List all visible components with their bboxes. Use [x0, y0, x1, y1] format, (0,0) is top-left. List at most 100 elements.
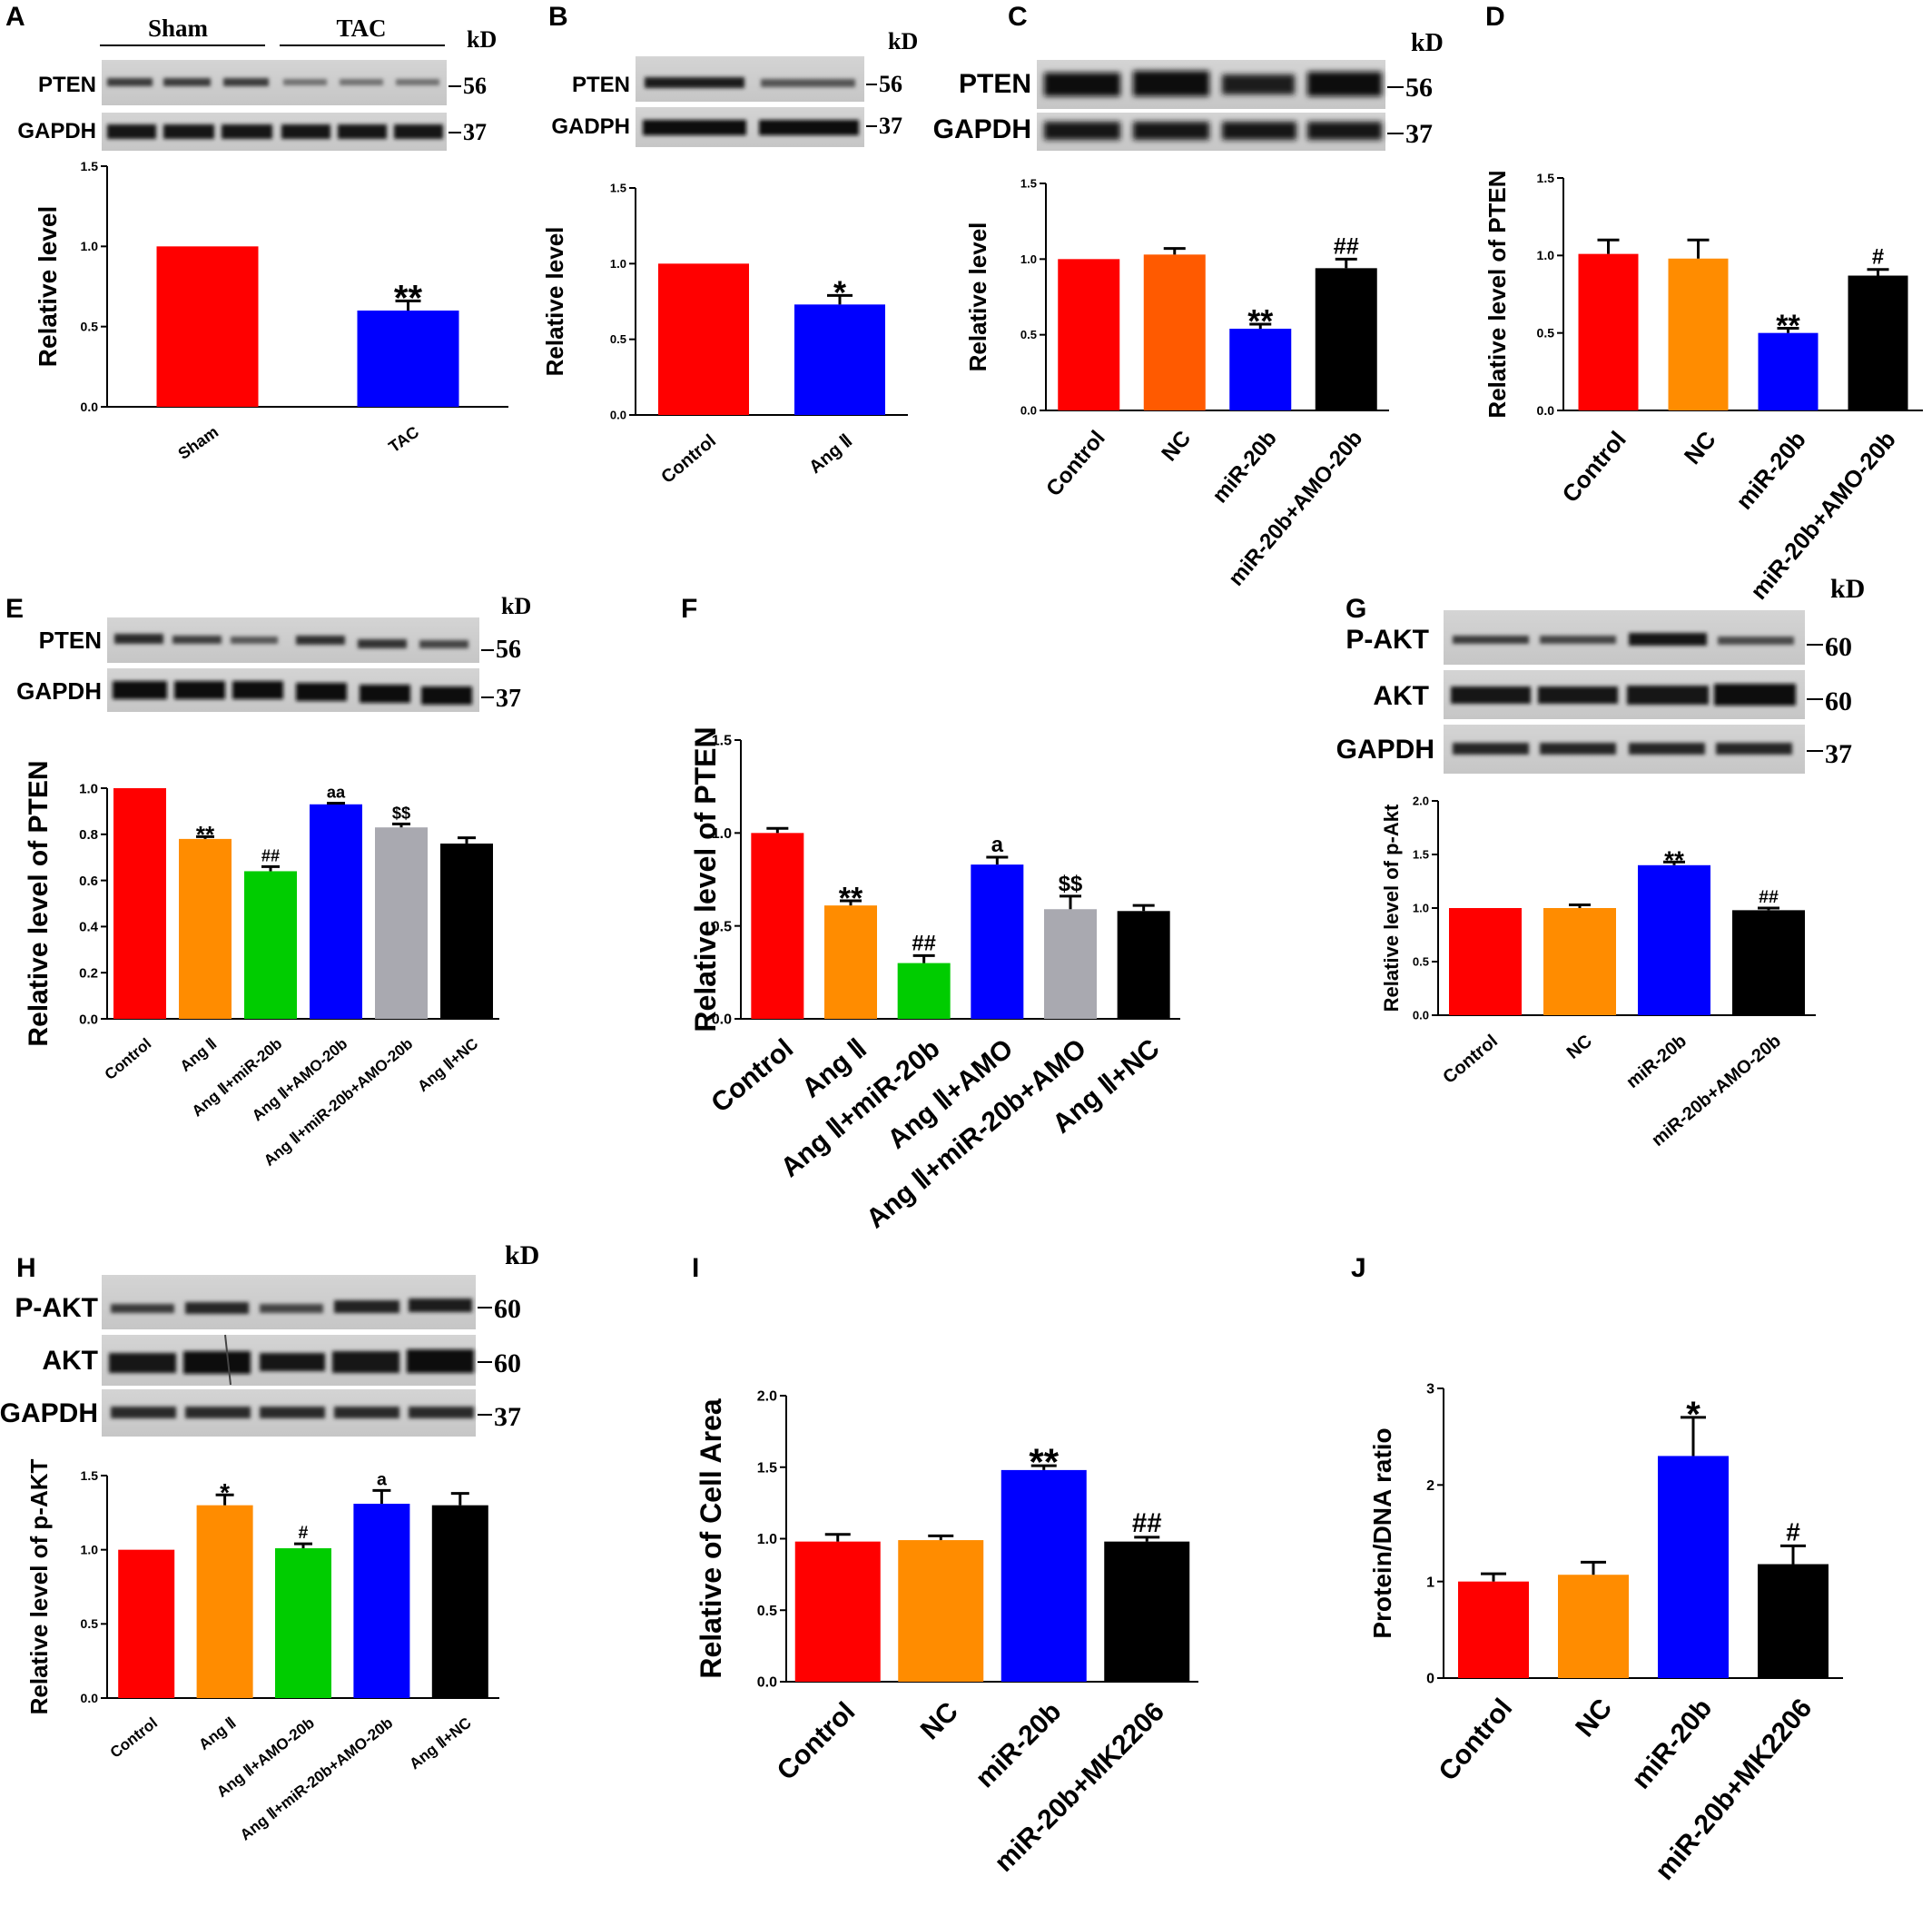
chart-i: 0.0 0.5 1.0 1.5 2.0 Relative of Cell Area Cont… — [695, 1389, 1198, 1878]
kd-label-a: kD — [467, 26, 497, 53]
blot-c-bands — [1044, 71, 1382, 140]
chart-j-y-axis-label: Protein/DNA ratio — [1368, 1427, 1396, 1638]
panel-label-e: E — [5, 594, 24, 624]
chart-j-x-tick-label: NC — [1570, 1694, 1618, 1743]
chart-e-significance-label: ## — [261, 846, 280, 864]
blot-h-kd-37: 37 — [494, 1402, 521, 1432]
blot-e-kd-37: 37 — [496, 685, 521, 713]
chart-i-bar — [898, 1540, 984, 1682]
chart-f-y-axis-label: Relative level of PTEN — [689, 726, 722, 1032]
band — [421, 686, 472, 705]
chart-c-bar — [1315, 268, 1377, 410]
chart-a-x-tick-label: TAC — [385, 422, 422, 456]
band — [1222, 122, 1296, 140]
chart-d-y-tick-label: 0.5 — [1537, 326, 1555, 341]
blot-b: kD PTEN GADPH 56 37 — [551, 28, 918, 147]
chart-e-y-tick-label: 0.8 — [79, 827, 98, 843]
band — [761, 79, 855, 87]
chart-h-significance-label: * — [220, 1478, 230, 1506]
chart-f-significance-label: a — [991, 833, 1004, 857]
chart-h-y-tick-label: 1.0 — [81, 1543, 99, 1557]
chart-c: 0.0 0.5 1.0 1.5 Relative level Control NC ** miR… — [964, 177, 1389, 591]
band — [340, 79, 383, 85]
blot-c-kd-56: 56 — [1405, 73, 1433, 103]
blot-g-kd-37: 37 — [1825, 739, 1852, 769]
chart-h-y-tick-label: 0.5 — [81, 1616, 99, 1631]
chart-h-significance-label: # — [299, 1523, 309, 1543]
panel-label-a: A — [5, 2, 25, 32]
chart-i-x-tick-label: miR-20b+MK2206 — [989, 1696, 1170, 1878]
blot-h-kd-60a: 60 — [494, 1294, 521, 1324]
chart-e-bar — [440, 843, 493, 1019]
band — [232, 681, 283, 699]
chart-e-y-tick-label: 0.4 — [79, 920, 99, 935]
band — [1540, 636, 1616, 644]
band — [185, 1407, 251, 1418]
chart-b-y-tick-label: 1.0 — [610, 257, 626, 271]
chart-b-y-tick-label: 1.5 — [610, 182, 626, 195]
chart-c-y-tick-label: 1.5 — [1020, 177, 1037, 191]
chart-f-x-tick-label: Control — [705, 1033, 799, 1119]
chart-g-x-tick-label: Control — [1439, 1031, 1502, 1088]
chart-b-y-tick-label: 0.0 — [610, 409, 626, 422]
chart-i-x-tick-label: Control — [772, 1696, 862, 1786]
blot-b-bands — [643, 77, 859, 135]
blot-e-bands — [113, 634, 472, 705]
band — [185, 1302, 249, 1314]
blot-e-label-gapdh: GAPDH — [16, 677, 102, 705]
band — [1538, 686, 1618, 704]
band — [338, 124, 387, 139]
chart-a-y-axis-label: Relative level — [34, 206, 62, 367]
chart-f-y-tick-label: 1.5 — [712, 734, 732, 749]
chart-d-x-tick-label: NC — [1679, 426, 1721, 469]
blot-a: Sham TAC kD PTEN GAPDH 56 37 — [17, 15, 497, 151]
panel-label-d: D — [1485, 2, 1505, 32]
chart-b-x-tick-label: Control — [657, 430, 720, 488]
chart-a-y-tick-label: 1.0 — [81, 239, 99, 253]
chart-a-y-tick-label: 0.5 — [81, 320, 99, 334]
blot-h-label-gapdh: GAPDH — [0, 1398, 98, 1428]
chart-f-bar — [971, 864, 1024, 1019]
chart-h-bar — [353, 1504, 410, 1698]
chart-i-y-tick-label: 0.0 — [757, 1675, 777, 1691]
band — [172, 636, 222, 644]
chart-h-y-axis-label: Relative level of p-AKT — [25, 1459, 53, 1715]
panel-label-g: G — [1346, 594, 1366, 624]
chart-a-x-tick-label: Sham — [174, 422, 222, 463]
blot-a-kd-37: 37 — [463, 119, 487, 145]
chart-j-bar — [1458, 1581, 1529, 1678]
chart-h-x-tick-label: Ang Ⅱ — [195, 1714, 239, 1753]
chart-j-bar — [1658, 1456, 1729, 1678]
chart-j-significance-label: # — [1786, 1517, 1800, 1546]
chart-f-y-tick-label: 0.5 — [712, 919, 732, 934]
chart-g-bar — [1732, 910, 1805, 1015]
band — [1307, 72, 1382, 96]
chart-a: 0.0 0.5 1.0 1.5 Relative level Sham ** TAC — [34, 159, 508, 463]
band — [111, 1304, 174, 1313]
chart-g-y-tick-label: 0.0 — [1413, 1009, 1429, 1022]
band — [1453, 636, 1529, 644]
band — [1044, 122, 1120, 140]
panel-label-i: I — [692, 1253, 699, 1283]
band — [1451, 686, 1531, 704]
chart-e-x-tick-label: Control — [102, 1035, 155, 1083]
band — [163, 78, 211, 86]
chart-i-bar — [1000, 1469, 1087, 1682]
chart-a-y-tick-label: 0.0 — [81, 400, 99, 414]
band — [296, 636, 345, 645]
chart-g: 0.0 0.5 1.0 1.5 2.0 Relative level of p-Akt Co… — [1380, 795, 1816, 1151]
band — [111, 1407, 176, 1418]
band — [409, 1407, 474, 1418]
chart-h-bar — [431, 1505, 488, 1698]
band — [334, 1300, 399, 1313]
blot-h: kD P-AKT AKT GAPDH 60 60 3 — [0, 1240, 539, 1437]
blot-g-kd-60b: 60 — [1825, 686, 1852, 716]
chart-b-bar — [658, 263, 749, 415]
panel-label-j: J — [1351, 1253, 1366, 1283]
blot-e: kD PTEN GAPDH 56 37 — [16, 593, 531, 713]
chart-a-bar — [357, 311, 459, 407]
chart-d-y-axis-label: Relative level of PTEN — [1484, 170, 1511, 418]
band — [260, 1353, 325, 1371]
blot-e-membrane-gapdh — [107, 668, 479, 712]
